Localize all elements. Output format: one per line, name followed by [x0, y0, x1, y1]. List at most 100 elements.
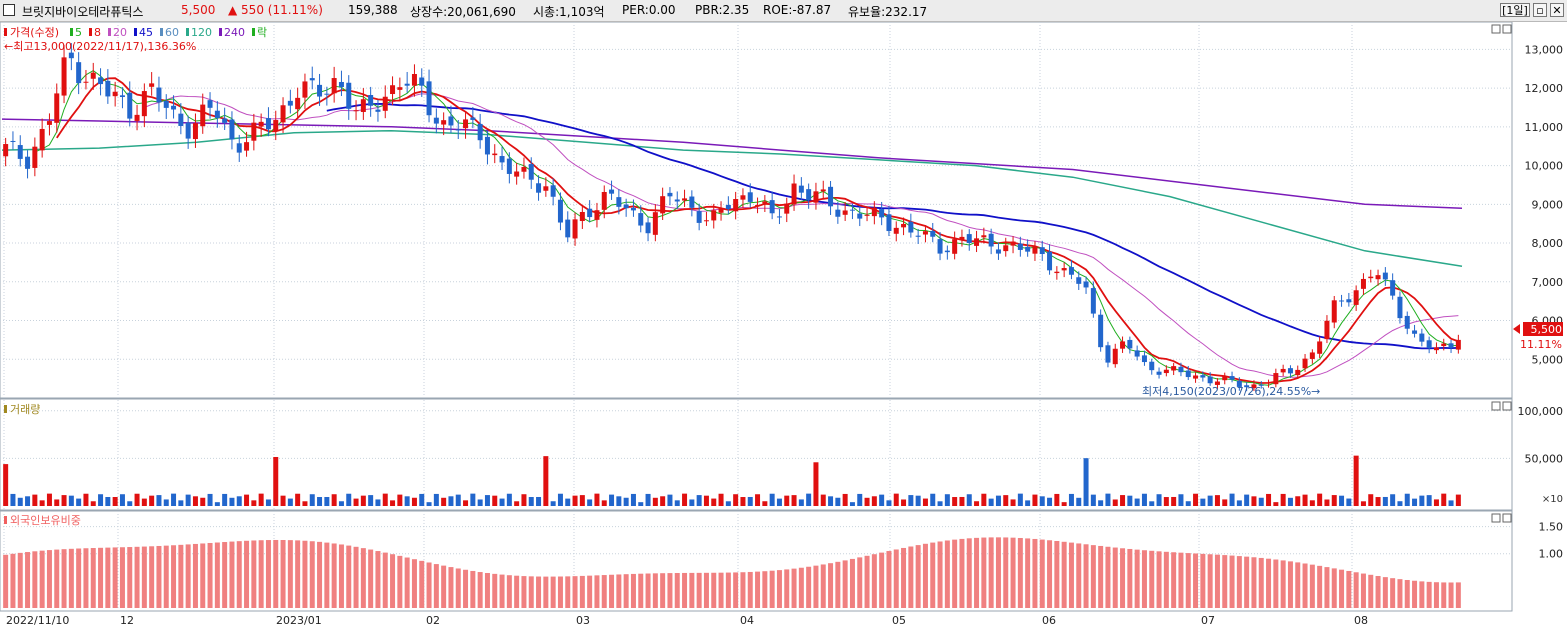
legend-fall-swatch [252, 28, 255, 36]
foreign-bar [981, 537, 987, 608]
volume-bar [550, 501, 556, 506]
legend-ma-label: 240 [224, 26, 245, 39]
candle-body [499, 156, 505, 163]
candle-body [1127, 339, 1133, 349]
foreign-bar [1171, 552, 1177, 608]
period-button[interactable]: [1일] [1500, 3, 1530, 17]
volume-bar [572, 495, 578, 506]
volume-bar [1083, 458, 1089, 506]
foreign-bar [1134, 549, 1140, 608]
volume-bar [17, 497, 23, 506]
foreign-bar [1339, 569, 1345, 608]
foreign-bar [864, 555, 870, 608]
panel-buttons[interactable] [1491, 24, 1512, 523]
candle-body [68, 52, 74, 59]
candle-body [1010, 241, 1016, 246]
close-icon[interactable]: ✕ [1550, 3, 1564, 17]
volume-bar [499, 498, 505, 506]
candle-body [930, 230, 936, 237]
select-checkbox[interactable] [3, 4, 15, 16]
foreign-bar [528, 576, 534, 608]
foreign-bar [623, 574, 629, 608]
volume-bar [1280, 493, 1286, 506]
volume-bar [1273, 502, 1279, 506]
foreign-bar [1419, 581, 1425, 608]
legend-ma-swatch [219, 28, 222, 36]
candle-body [769, 200, 775, 214]
foreign-bar [17, 552, 23, 608]
volume-bar [448, 496, 454, 506]
candle-body [696, 211, 702, 223]
volume-bar [849, 502, 855, 506]
foreign-bar [514, 575, 520, 608]
candle-body [1302, 358, 1308, 369]
volume-bar [995, 495, 1001, 506]
volume-bar [1375, 497, 1381, 506]
reserve-ratio: 유보율:232.17 [848, 5, 928, 19]
volume-bar [901, 499, 907, 506]
restore-icon[interactable]: ▫ [1533, 3, 1547, 17]
volume-bar [1127, 495, 1133, 506]
candle-body [1017, 243, 1023, 250]
foreign-bar [455, 568, 461, 608]
candle-body [623, 204, 629, 209]
candle-body [149, 83, 155, 87]
price-tick-label: 10,000 [1525, 160, 1564, 173]
volume-bar [1156, 494, 1162, 506]
volume-bar [1433, 499, 1439, 506]
candle-body [317, 84, 323, 97]
foreign-bar [667, 573, 673, 608]
candle-body [192, 123, 198, 140]
title-bar: 브릿지바이오테라퓨틱스 5,500 ▲ 550 (11.11%) 159,388… [0, 0, 1567, 22]
price-tick-label: 13,000 [1525, 43, 1564, 56]
volume-bar [1368, 494, 1374, 506]
foreign-bar [1397, 579, 1403, 608]
candle-body [660, 196, 666, 214]
candle-body [156, 87, 162, 103]
volume-bar [1047, 497, 1053, 506]
volume-bar [287, 498, 293, 506]
candle-body [61, 57, 67, 96]
foreign-bar [536, 576, 542, 608]
candle-body [1331, 300, 1337, 323]
volume-bar [820, 494, 826, 506]
volume-bar [492, 495, 498, 506]
foreign-bar [652, 573, 658, 608]
volume-bar [594, 493, 600, 506]
candle-body [1236, 380, 1242, 387]
foreign-bar [1295, 562, 1301, 608]
volume-panel-title: 거래량 [10, 403, 40, 416]
volume-bar [1171, 496, 1177, 506]
volume-bar [1120, 495, 1126, 506]
candle-body [776, 216, 782, 218]
foreign-bar [1141, 550, 1147, 608]
volume-bar [141, 498, 147, 506]
foreign-bar [579, 575, 585, 608]
candle-body [755, 204, 761, 206]
foreign-bar [448, 567, 454, 608]
foreign-bar [1105, 546, 1111, 608]
volume-bar [1010, 499, 1016, 506]
volume-bar [966, 494, 972, 506]
volume-bar [886, 500, 892, 506]
foreign-bar [828, 563, 834, 608]
candle-body [338, 81, 344, 88]
price-tick-label: 5,000 [1532, 353, 1564, 366]
volume-bar [1390, 494, 1396, 506]
stock-chart[interactable]: 13,000 12,000 11,000 10,000 9,000 8,000 7,000 6… [0, 22, 1567, 630]
candle-body [1287, 368, 1293, 374]
candle-body [105, 80, 111, 97]
foreign-bar [273, 539, 279, 608]
candle-body [587, 208, 593, 218]
foreign-bar [1382, 577, 1388, 608]
foreign-bar [1083, 544, 1089, 608]
volume-bar [46, 493, 52, 506]
candle-body [1120, 341, 1126, 349]
stock-name: 브릿지바이오테라퓨틱스 [22, 5, 144, 19]
volume-bar [192, 496, 198, 506]
candle-body [1273, 373, 1279, 385]
volume-bar [740, 497, 746, 506]
candle-body [791, 183, 797, 205]
candle-body [134, 114, 140, 121]
volume-bar [587, 499, 593, 506]
